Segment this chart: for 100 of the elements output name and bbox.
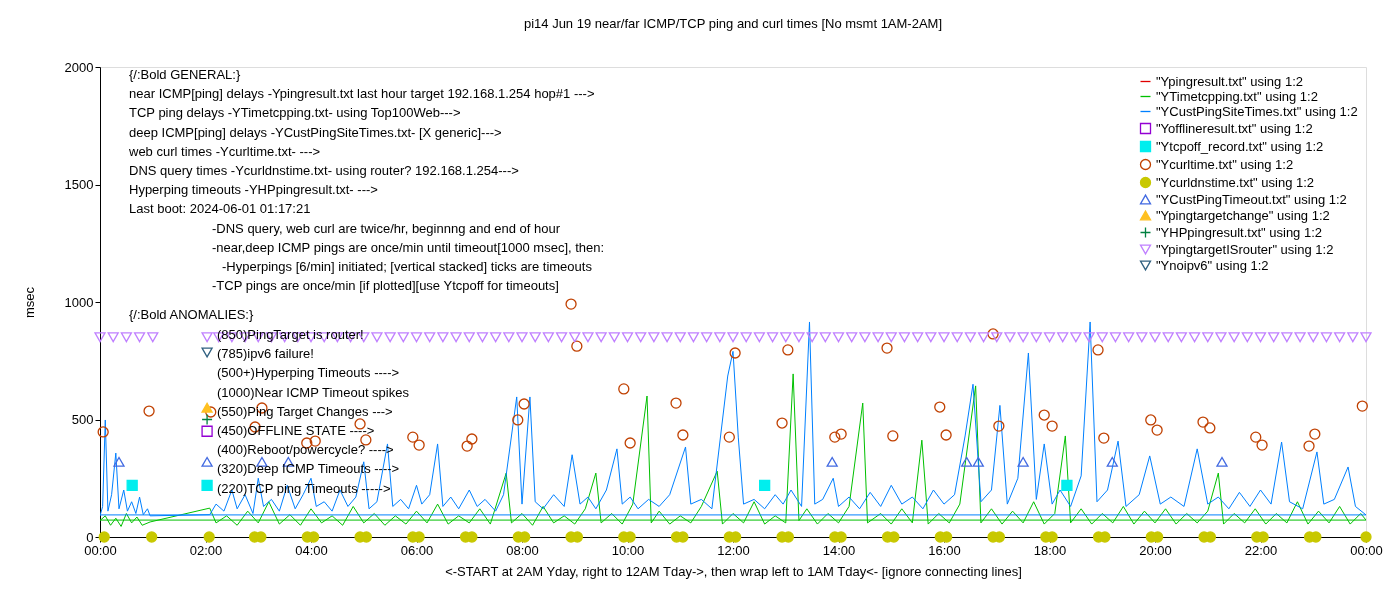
annotation: DNS query times -Ycurldnstime.txt- using router? 192.168.1.254---> <box>129 163 519 178</box>
annotation: (1000)Near ICMP Timeout spikes <box>217 384 410 400</box>
annotation: (785)ipv6 failure! <box>217 346 314 362</box>
point <box>201 402 213 413</box>
point <box>518 398 530 410</box>
point <box>1038 409 1050 421</box>
point <box>1017 456 1029 467</box>
point <box>934 401 946 413</box>
point <box>1197 416 1209 428</box>
point <box>201 413 213 426</box>
point <box>113 456 125 467</box>
chart-title: pi14 Jun 19 near/far ICMP/TCP ping and curl times [No msmt 1AM-2AM] <box>523 16 943 31</box>
point <box>98 531 110 543</box>
x-tick-label: 20:00 <box>1139 542 1172 558</box>
annotation: TCP ping delays -YTimetcpping.txt- using Top100Web---> <box>129 105 461 121</box>
x-tick-label: 18:00 <box>1033 542 1067 558</box>
legend-label: "YTimetcpping.txt" using 1:2 <box>1156 88 1318 104</box>
point <box>571 340 583 352</box>
point <box>1309 428 1321 440</box>
point <box>146 531 158 543</box>
annotation: -TCP pings are once/min [if plotted][use Ytcpoff for timeouts] <box>212 278 559 294</box>
x-tick-label: 06:00 <box>400 542 434 558</box>
point <box>993 420 1005 432</box>
point <box>1204 422 1216 434</box>
annotation: web curl times -Ycurltime.txt- ---> <box>128 143 321 159</box>
x-tick-label: 04:00 <box>295 542 328 558</box>
x-tick-label: 08:00 <box>506 542 539 558</box>
annotation: -Hyperpings [6/min] initiated; [vertical stacked] ticks are timeouts <box>222 259 593 274</box>
point <box>618 383 630 395</box>
y-axis-title: msec <box>21 286 37 319</box>
point <box>677 429 689 441</box>
annotation: (550)Ping Target Changes ---> <box>217 403 393 419</box>
x-tick-label: 14:00 <box>822 542 856 558</box>
point <box>461 440 473 452</box>
point <box>972 456 984 467</box>
legend-label: "Ycurltime.txt" using 1:2 <box>1156 156 1294 172</box>
point <box>624 437 636 449</box>
point <box>201 347 213 358</box>
point <box>201 456 213 467</box>
point <box>201 479 213 491</box>
x-tick-label: 00:00 <box>84 542 117 558</box>
point <box>670 397 682 409</box>
point <box>1145 414 1157 426</box>
point <box>1046 420 1058 432</box>
y-tick-label: 1500 <box>64 177 94 192</box>
annotation: {/:Bold ANOMALIES:} <box>129 307 254 322</box>
point <box>881 342 893 354</box>
point <box>413 439 425 451</box>
x-tick-label: 16:00 <box>928 542 961 558</box>
annotation: Last boot: 2024-06-01 01:17:21 <box>129 201 311 217</box>
point <box>97 426 109 438</box>
legend-label: "YCustPingSiteTimes.txt" using 1:2 <box>1156 103 1358 119</box>
point <box>759 479 771 491</box>
legend-label: "Ycurldnstime.txt" using 1:2 <box>1156 174 1315 190</box>
point <box>729 347 741 359</box>
point <box>360 434 372 446</box>
point <box>1092 344 1104 356</box>
x-axis-title: <-START at 2AM Yday, right to 12AM Tday->, then wrap left to 1AM Tday<- [ignore connecting lines] <box>445 563 1022 579</box>
line-series <box>100 321 1366 517</box>
annotation: -DNS query, web curl are twice/hr, beginnng and end of hour <box>212 220 561 236</box>
y-tick-label: 500 <box>71 412 94 427</box>
point <box>126 479 138 491</box>
point <box>512 414 524 426</box>
annotation: (450)OFFLINE STATE ----> <box>217 423 375 438</box>
y-tick-label: 0 <box>86 529 94 545</box>
annotation: Hyperping timeouts -YHPpingresult.txt- ---> <box>129 182 378 198</box>
y-tick-label: 1000 <box>64 294 94 310</box>
x-tick-label: 00:00 <box>1350 542 1383 558</box>
legend-label: "YCustPingTimeout.txt" using 1:2 <box>1156 191 1347 207</box>
annotation: deep ICMP[ping] delays -YCustPingSiteTimes.txt- [X generic]---> <box>129 124 502 140</box>
point <box>1250 431 1262 443</box>
point <box>829 431 841 443</box>
point <box>205 406 217 418</box>
legend-label: "Ypingresult.txt" using 1:2 <box>1156 73 1304 89</box>
point <box>1098 432 1110 444</box>
point <box>466 433 478 445</box>
point <box>201 425 213 437</box>
point <box>565 298 577 310</box>
point <box>961 456 973 467</box>
point <box>407 431 419 443</box>
annotation: {/:Bold GENERAL:} <box>129 67 241 82</box>
point <box>1061 479 1073 491</box>
x-tick-label: 02:00 <box>189 542 223 558</box>
legend-label: "YHPpingresult.txt" using 1:2 <box>1156 224 1323 240</box>
point <box>782 344 794 356</box>
point <box>826 456 838 467</box>
legend-label: "Ypingtargetchange" using 1:2 <box>1156 207 1330 223</box>
point <box>776 417 788 429</box>
x-tick-label: 12:00 <box>717 542 750 558</box>
point <box>143 405 155 417</box>
legend-label: "YpingtargetISrouter" using 1:2 <box>1156 241 1334 257</box>
point <box>1106 456 1118 467</box>
point <box>887 430 899 442</box>
point <box>987 328 999 340</box>
point <box>940 429 952 441</box>
annotation: (850)PingTarget is router! <box>217 327 364 342</box>
legend-label: "Ytcpoff_record.txt" using 1:2 <box>1156 138 1324 154</box>
annotation: near ICMP[ping] delays -Ypingresult.txt last hour target 192.168.1.254 hop#1 ---> <box>129 86 595 102</box>
point <box>1356 400 1368 412</box>
annotation: -near,deep ICMP pings are once/min until timeout[1000 msec], then: <box>212 239 605 255</box>
